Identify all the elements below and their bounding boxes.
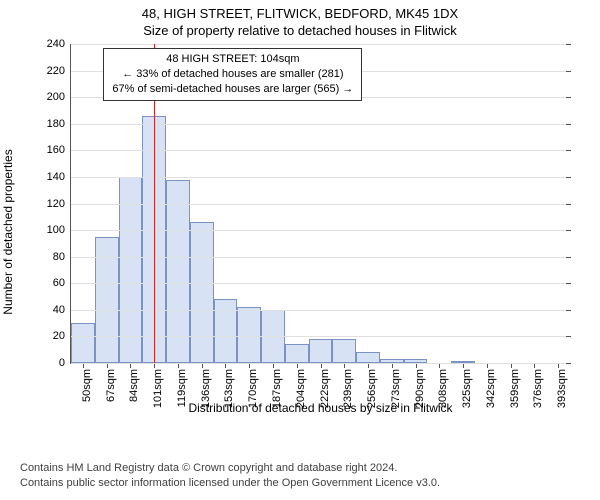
- grid-line: [71, 283, 570, 284]
- attribution-line-2: Contains public sector information licen…: [20, 476, 440, 490]
- y-tick-label: 220: [47, 65, 71, 77]
- grid-line: [71, 310, 570, 311]
- y-tick-mark: [566, 97, 571, 98]
- annotation-box: 48 HIGH STREET: 104sqm← 33% of detached …: [103, 48, 362, 101]
- grid-line: [71, 44, 570, 45]
- y-tick-label: 200: [47, 91, 71, 103]
- y-tick-mark: [566, 44, 571, 45]
- x-tick-label: 359sqm: [509, 369, 521, 408]
- y-tick-label: 140: [47, 171, 71, 183]
- chart-container: 48, HIGH STREET, FLITWICK, BEDFORD, MK45…: [0, 0, 600, 500]
- bar: [214, 299, 238, 363]
- x-tick-label: 101sqm: [152, 369, 164, 408]
- x-tick-label: 84sqm: [128, 369, 140, 402]
- bar: [285, 344, 309, 363]
- x-tick-label: 325sqm: [461, 369, 473, 408]
- annotation-line: 67% of semi-detached houses are larger (…: [112, 82, 353, 97]
- chart-area: Number of detached properties 50sqm67sqm…: [36, 44, 576, 420]
- y-tick-label: 0: [59, 357, 71, 369]
- title-address: 48, HIGH STREET, FLITWICK, BEDFORD, MK45…: [0, 6, 600, 23]
- bar: [356, 352, 380, 363]
- grid-line: [71, 124, 570, 125]
- y-tick-mark: [566, 336, 571, 337]
- annotation-line: 48 HIGH STREET: 104sqm: [112, 52, 353, 67]
- grid-line: [71, 363, 570, 364]
- x-tick-label: 50sqm: [81, 369, 93, 402]
- y-axis-label: Number of detached properties: [1, 149, 15, 314]
- grid-line: [71, 204, 570, 205]
- bar: [237, 307, 261, 363]
- y-tick-mark: [566, 310, 571, 311]
- y-tick-label: 120: [47, 198, 71, 210]
- y-tick-label: 20: [53, 330, 71, 342]
- y-tick-label: 240: [47, 38, 71, 50]
- grid-line: [71, 150, 570, 151]
- y-tick-mark: [566, 230, 571, 231]
- bar: [332, 339, 356, 363]
- title-subtitle: Size of property relative to detached ho…: [0, 23, 600, 40]
- bar: [71, 323, 95, 363]
- annotation-line: ← 33% of detached houses are smaller (28…: [112, 67, 353, 82]
- y-tick-label: 80: [53, 251, 71, 263]
- bar: [190, 222, 214, 363]
- plot-area: 50sqm67sqm84sqm101sqm119sqm136sqm153sqm1…: [70, 44, 570, 364]
- y-tick-mark: [566, 150, 571, 151]
- attribution: Contains HM Land Registry data © Crown c…: [20, 461, 440, 490]
- x-tick-label: 393sqm: [556, 369, 568, 408]
- grid-line: [71, 257, 570, 258]
- x-tick-label: 67sqm: [105, 369, 117, 402]
- bar: [119, 177, 143, 363]
- y-tick-label: 100: [47, 224, 71, 236]
- x-tick-label: 376sqm: [532, 369, 544, 408]
- y-tick-label: 180: [47, 118, 71, 130]
- x-tick-label: 119sqm: [176, 369, 188, 407]
- attribution-line-1: Contains HM Land Registry data © Crown c…: [20, 461, 440, 475]
- grid-line: [71, 177, 570, 178]
- y-tick-mark: [566, 283, 571, 284]
- titles: 48, HIGH STREET, FLITWICK, BEDFORD, MK45…: [0, 0, 600, 42]
- y-tick-mark: [566, 257, 571, 258]
- x-tick-label: 342sqm: [485, 369, 497, 408]
- y-tick-label: 160: [47, 144, 71, 156]
- grid-line: [71, 336, 570, 337]
- y-tick-mark: [566, 204, 571, 205]
- y-tick-label: 60: [53, 277, 71, 289]
- y-tick-label: 40: [53, 304, 71, 316]
- y-tick-mark: [566, 177, 571, 178]
- y-tick-mark: [566, 363, 571, 364]
- y-tick-mark: [566, 71, 571, 72]
- y-tick-mark: [566, 124, 571, 125]
- bar: [309, 339, 333, 363]
- grid-line: [71, 230, 570, 231]
- x-axis-label: Distribution of detached houses by size …: [188, 401, 452, 415]
